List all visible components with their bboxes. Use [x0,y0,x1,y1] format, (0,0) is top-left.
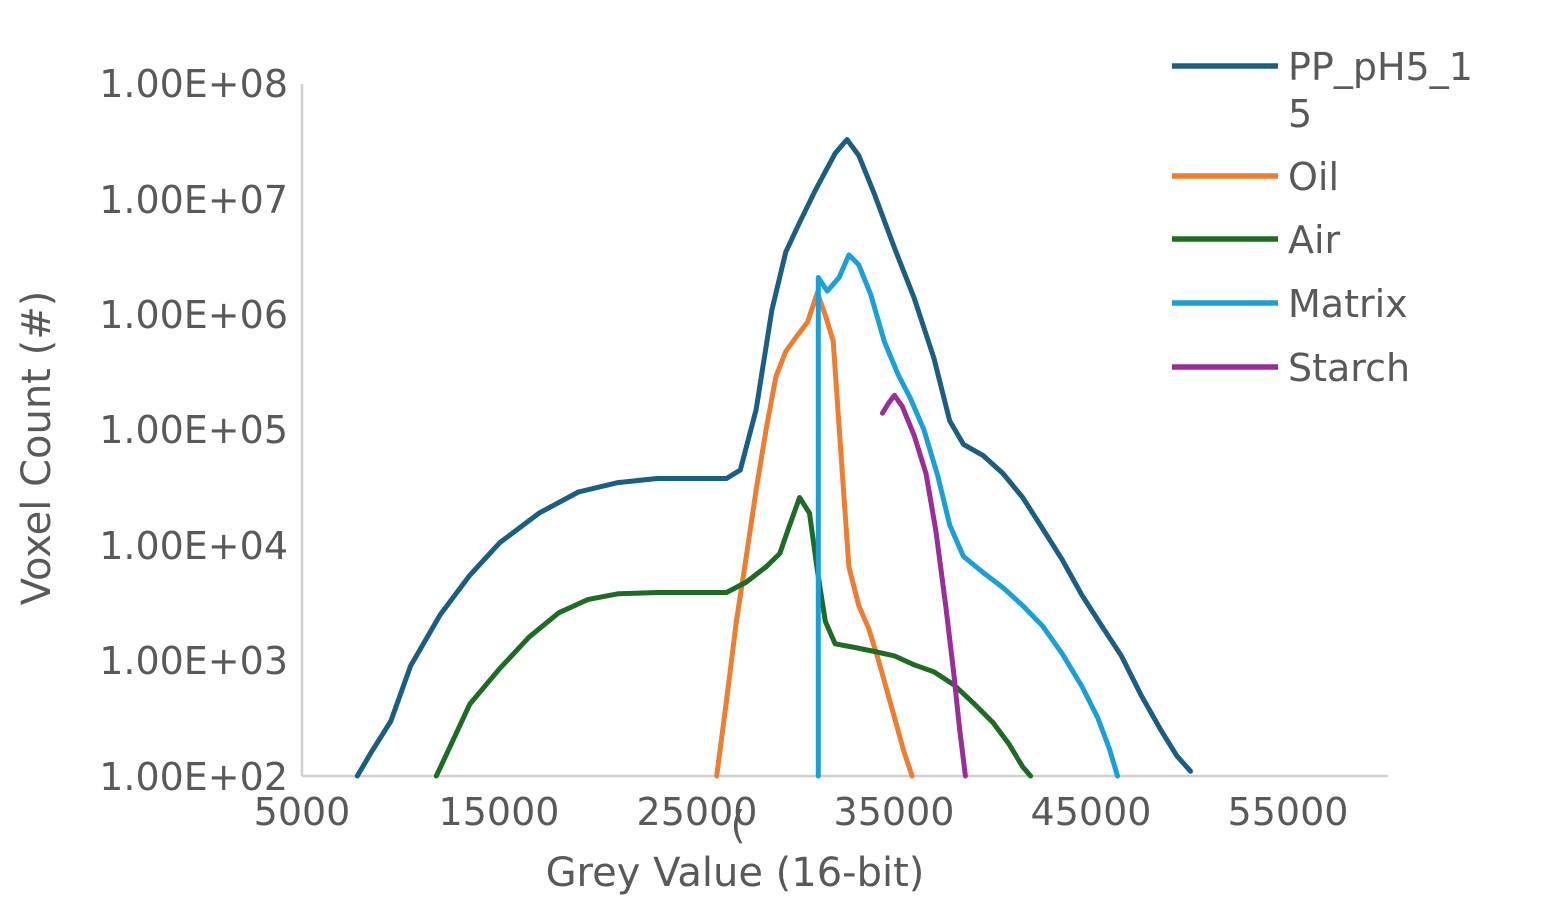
x-tick-label: 5000 [254,790,351,834]
y-axis-title: Voxel Count (#) [14,291,60,606]
y-tick-labels: 1.00E+08 1.00E+07 1.00E+06 1.00E+05 1.00… [99,62,288,799]
legend-label-matrix: Matrix [1288,282,1408,326]
legend-label-air: Air [1288,218,1341,262]
y-tick-label: 1.00E+06 [99,293,288,337]
legend-label-pp-ph5-15-line1: PP_pH5_1 [1288,45,1473,89]
legend-label-oil: Oil [1288,155,1339,199]
series-layer [354,137,1193,779]
y-tick-label: 1.00E+04 [99,524,288,568]
x-tick-label: 45000 [1031,790,1152,834]
stray-parenthesis-label: ( [731,803,746,847]
x-tick-label: 15000 [439,790,560,834]
series-line-pp-ph5-15 [354,137,1193,779]
legend-label-pp-ph5-15-line2: 5 [1288,92,1312,136]
y-tick-label: 1.00E+02 [99,755,288,799]
series-line-starch [880,392,968,779]
y-tick-label: 1.00E+08 [99,62,288,106]
x-tick-label: 55000 [1228,790,1349,834]
series-line-matrix [815,252,1120,779]
plot-area [300,84,1388,779]
legend: PP_pH5_1 5 Oil Air Matrix Starch [1172,45,1473,390]
x-tick-label: 35000 [834,790,955,834]
y-tick-label: 1.00E+05 [99,408,288,452]
x-tick-labels: 5000 15000 25000 35000 45000 55000 ( [254,790,1349,847]
x-axis-title: Grey Value (16-bit) [546,850,925,896]
y-tick-label: 1.00E+03 [99,639,288,683]
x-tick-label: 25000 [637,790,758,834]
legend-label-starch: Starch [1288,346,1410,390]
y-tick-label: 1.00E+07 [99,178,288,222]
